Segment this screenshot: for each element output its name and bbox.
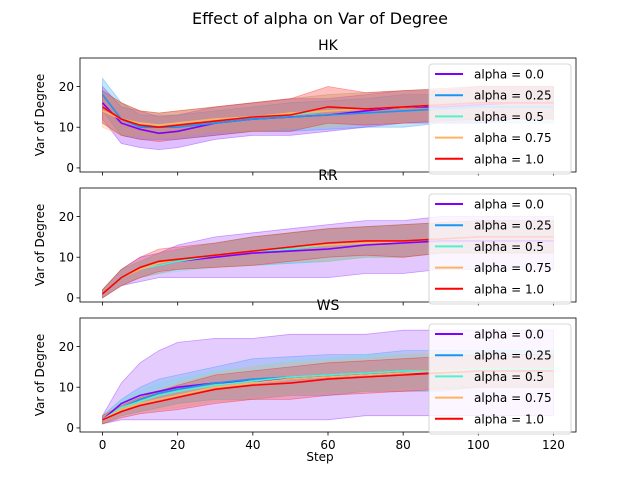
legend-box <box>428 63 572 175</box>
legend-label: alpha = 0.25 <box>474 349 552 363</box>
legend-label: alpha = 0.25 <box>474 219 552 233</box>
figure-title: Effect of alpha on Var of Degree <box>192 9 448 28</box>
legend-label: alpha = 1.0 <box>474 152 544 166</box>
x-tick-label: 60 <box>320 438 335 452</box>
x-tick-label: 100 <box>467 438 490 452</box>
y-axis-label: Var of Degree <box>33 204 47 286</box>
legend-label: alpha = 0.0 <box>474 198 544 212</box>
y-tick-label: 0 <box>66 421 74 435</box>
legend-label: alpha = 0.75 <box>474 391 552 405</box>
x-tick-label: 0 <box>99 438 107 452</box>
subplot-title: WS <box>317 298 340 314</box>
x-tick-label: 120 <box>542 438 565 452</box>
legend-box <box>428 323 572 435</box>
y-tick-label: 20 <box>59 80 74 94</box>
legend: alpha = 0.0 alpha = 0.25 alpha = 0.5 alpha … <box>428 63 572 175</box>
legend-label: alpha = 0.75 <box>474 131 552 145</box>
legend-label: alpha = 0.0 <box>474 328 544 342</box>
y-axis-label: Var of Degree <box>33 334 47 416</box>
legend-label: alpha = 0.0 <box>474 68 544 82</box>
legend-label: alpha = 0.5 <box>474 110 544 124</box>
legend-label: alpha = 0.75 <box>474 261 552 275</box>
y-tick-label: 20 <box>59 340 74 354</box>
x-tick-label: 80 <box>396 438 411 452</box>
y-axis-label: Var of Degree <box>33 74 47 156</box>
y-tick-label: 10 <box>59 121 74 135</box>
y-tick-label: 10 <box>59 381 74 395</box>
x-tick-label: 40 <box>245 438 260 452</box>
legend-label: alpha = 0.5 <box>474 240 544 254</box>
subplot-title: RR <box>318 168 338 184</box>
y-tick-label: 10 <box>59 251 74 265</box>
subplot-title: HK <box>318 38 339 54</box>
y-tick-label: 0 <box>66 291 74 305</box>
legend: alpha = 0.0 alpha = 0.25 alpha = 0.5 alpha … <box>428 193 572 305</box>
legend-label: alpha = 0.5 <box>474 370 544 384</box>
legend-label: alpha = 0.25 <box>474 89 552 103</box>
x-axis-label: Step <box>306 450 333 464</box>
y-tick-label: 0 <box>66 161 74 175</box>
x-tick-label: 20 <box>170 438 185 452</box>
subplot-2: 0 10 20 0 20 40 60 80 100 120 WS Var of Degree alpha… <box>33 298 577 452</box>
legend-label: alpha = 1.0 <box>474 412 544 426</box>
legend: alpha = 0.0 alpha = 0.25 alpha = 0.5 alpha … <box>428 323 572 435</box>
y-tick-label: 20 <box>59 210 74 224</box>
legend-box <box>428 193 572 305</box>
legend-label: alpha = 1.0 <box>474 282 544 296</box>
